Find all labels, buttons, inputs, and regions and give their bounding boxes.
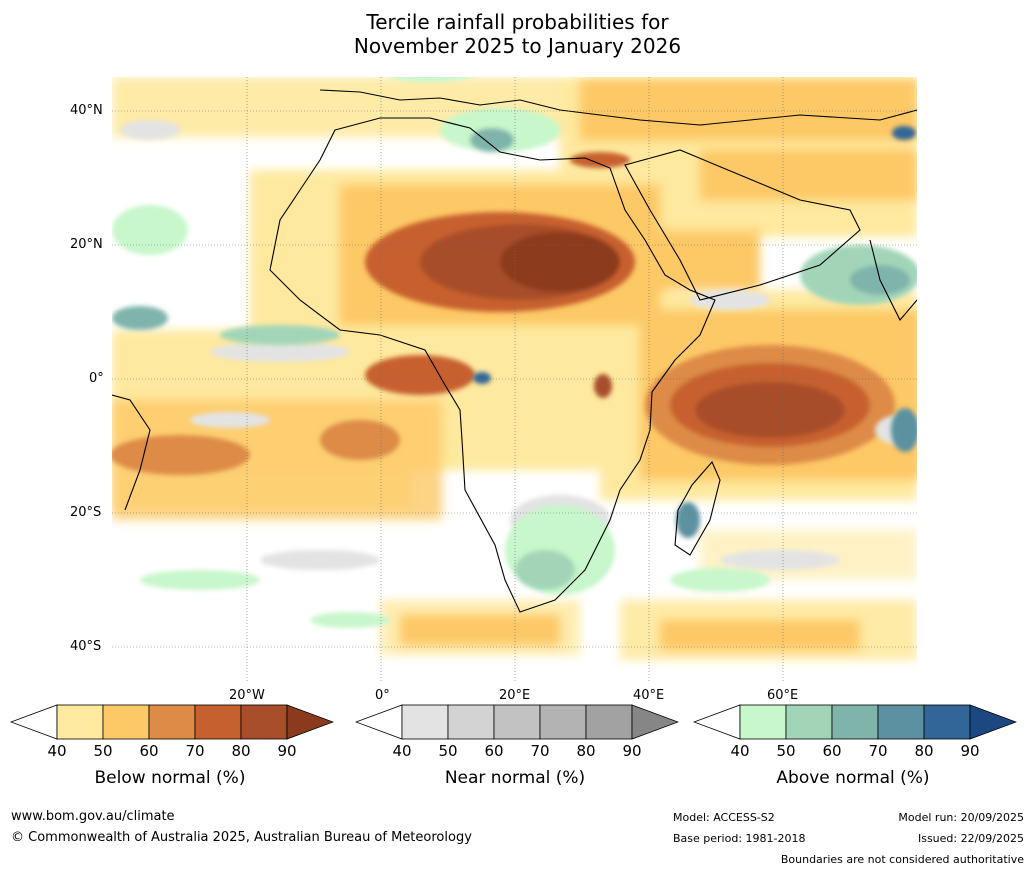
coastlines: [112, 89, 917, 613]
lon-label-60e: 60°E: [767, 688, 799, 703]
colorbar-tick-label: 70: [530, 742, 550, 760]
lon-label-0: 0°: [375, 688, 390, 703]
colorbar-tick-label: 80: [914, 742, 934, 760]
colorbar-tick-label: 50: [93, 742, 113, 760]
title-line-1: Tercile rainfall probabilities for: [366, 10, 669, 34]
madagascar-coastline: [674, 460, 721, 556]
colorbar-near-normal: 40 50 60 70 80 90: [355, 704, 679, 760]
website-link[interactable]: www.bom.gov.au/climate: [11, 809, 175, 824]
colorbar-upper-extend: [286, 704, 334, 740]
colorbar-tick-label: 70: [868, 742, 888, 760]
colorbar-bin: [194, 704, 242, 740]
colorbar-label-below-normal: Below normal (%): [94, 768, 246, 788]
colorbar-bin: [831, 704, 879, 740]
colorbar-tick-label: 70: [185, 742, 205, 760]
colorbar-swatches: [355, 704, 679, 740]
colorbar-label-near-normal: Near normal (%): [444, 768, 586, 788]
arabia-coastline: [624, 149, 861, 301]
colorbar-bin: [785, 704, 833, 740]
copyright-text: © Commonwealth of Australia 2025, Austra…: [11, 830, 472, 845]
colorbar-bin: [539, 704, 587, 740]
title-line-2: November 2025 to January 2026: [353, 34, 682, 58]
lat-label-40s: 40°S: [70, 639, 102, 654]
colorbar-tick-label: 90: [622, 742, 642, 760]
lat-label-0: 0°: [89, 371, 104, 386]
colorbar-tick-label: 80: [576, 742, 596, 760]
lon-label-20e: 20°E: [499, 688, 531, 703]
colorbar-lower-extend: [355, 704, 403, 740]
colorbar-tick-label: 40: [47, 742, 67, 760]
boundaries-disclaimer: Boundaries are not considered authoritat…: [780, 853, 1024, 866]
colorbar-upper-extend: [969, 704, 1017, 740]
colorbar-bin: [102, 704, 150, 740]
lat-label-20s: 20°S: [70, 505, 102, 520]
gridlines: [112, 77, 917, 681]
colorbar-bin: [739, 704, 787, 740]
colorbar-lower-extend: [10, 704, 58, 740]
lat-label-20n: 20°N: [70, 237, 103, 252]
colorbar-lower-extend: [693, 704, 741, 740]
colorbar-bin: [585, 704, 633, 740]
model-run-date: Model run: 20/09/2025: [898, 811, 1024, 824]
lon-label-40e: 40°E: [633, 688, 665, 703]
lat-label-40n: 40°N: [70, 103, 103, 118]
colorbar-bin: [240, 704, 288, 740]
africa-coastline: [269, 117, 716, 613]
colorbar-bin: [148, 704, 196, 740]
colorbar-bin: [493, 704, 541, 740]
colorbar-swatches: [693, 704, 1017, 740]
colorbar-bin: [923, 704, 971, 740]
issued-date: Issued: 22/09/2025: [917, 832, 1024, 845]
colorbar-tick-label: 40: [730, 742, 750, 760]
colorbar-upper-extend: [631, 704, 679, 740]
model-name: Model: ACCESS-S2: [673, 811, 775, 824]
colorbar-bin: [877, 704, 925, 740]
colorbar-tick-label: 50: [776, 742, 796, 760]
colorbar-tick-label: 90: [960, 742, 980, 760]
colorbar-below-normal: 40 50 60 70 80 90: [10, 704, 334, 760]
south-america-coastline: [112, 394, 151, 511]
colorbar-above-normal: 40 50 60 70 80 90: [693, 704, 1017, 760]
europe-coastline: [319, 89, 917, 126]
colorbar-bin: [56, 704, 104, 740]
rainfall-probability-map: [112, 77, 917, 681]
colorbar-tick-label: 50: [438, 742, 458, 760]
colorbar-bin: [401, 704, 449, 740]
colorbar-label-above-normal: Above normal (%): [776, 768, 930, 788]
colorbar-tick-label: 60: [822, 742, 842, 760]
colorbar-tick-label: 80: [231, 742, 251, 760]
above-normal-areas: [112, 77, 917, 628]
below-normal-strong-areas: [112, 152, 895, 475]
colorbar-tick-label: 40: [392, 742, 412, 760]
colorbar-tick-label: 90: [277, 742, 297, 760]
colorbar-tick-label: 60: [139, 742, 159, 760]
colorbar-tick-label: 60: [484, 742, 504, 760]
lon-label-20w: 20°W: [229, 688, 265, 703]
base-period: Base period: 1981-2018: [673, 832, 806, 845]
colorbar-bin: [447, 704, 495, 740]
india-coastline: [869, 239, 917, 321]
colorbar-swatches: [10, 704, 334, 740]
